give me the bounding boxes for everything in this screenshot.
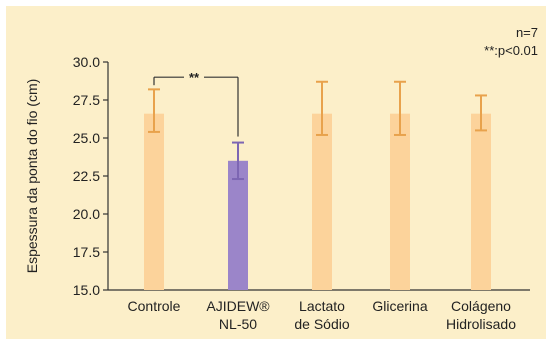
significance-label: ** (189, 70, 200, 85)
y-tick-label: 30.0 (73, 54, 100, 70)
category-label: Colágeno (451, 298, 511, 314)
bar (390, 113, 410, 291)
y-tick-label: 15.0 (73, 282, 100, 298)
category-label: Lactato (299, 298, 345, 314)
annotation-note: n=7 (516, 25, 538, 40)
y-tick-label: 25.0 (73, 130, 100, 146)
category-label: Hidrolisado (446, 316, 516, 332)
category-label: Glicerina (372, 298, 427, 314)
y-axis-label: Espessura da ponta do fio (cm) (24, 79, 40, 274)
category-label: NL-50 (219, 316, 257, 332)
bar-chart: 15.0 17.5 20.0 22.5 25.0 27.5 30.0 Espessura da… (24, 25, 538, 332)
category-label: Controle (128, 298, 181, 314)
y-tick-label: 17.5 (73, 244, 100, 260)
category-label: AJIDEW® (206, 298, 270, 314)
bar (312, 113, 332, 291)
y-tick-label: 27.5 (73, 92, 100, 108)
chart-panel: 15.0 17.5 20.0 22.5 25.0 27.5 30.0 Espessura da… (6, 6, 546, 339)
y-tick-label: 20.0 (73, 206, 100, 222)
category-label: de Sódio (294, 316, 349, 332)
annotation-note: **:p<0.01 (484, 43, 538, 58)
bar (144, 113, 164, 291)
bar (471, 113, 491, 291)
y-tick-label: 22.5 (73, 168, 100, 184)
bar (228, 160, 248, 290)
